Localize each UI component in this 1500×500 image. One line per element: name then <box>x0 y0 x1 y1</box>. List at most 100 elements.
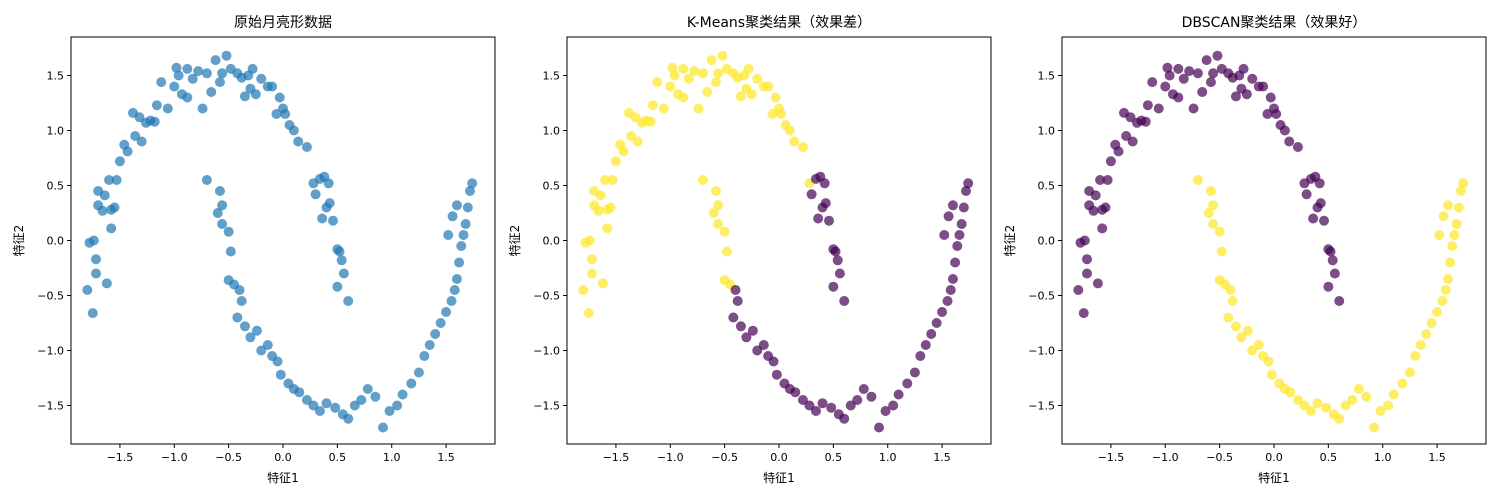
scatter-point <box>587 268 598 279</box>
scatter-point <box>593 205 604 216</box>
scatter-point <box>702 87 713 97</box>
scatter-point <box>1375 406 1386 416</box>
scatter-point <box>817 398 828 409</box>
scatter-point <box>1078 308 1089 319</box>
scatter-point <box>1458 178 1469 189</box>
scatter-point <box>310 189 321 200</box>
y-axis-label: 特征2 <box>1002 225 1017 257</box>
scatter-point <box>1178 73 1189 84</box>
x-tick-label: 0.0 <box>1265 451 1283 464</box>
x-axis-label: 特征1 <box>267 470 299 485</box>
scatter-point <box>1353 384 1364 394</box>
scatter-point <box>362 384 373 394</box>
scatter-point <box>832 255 843 266</box>
scatter-point <box>1192 175 1203 185</box>
scatter-point <box>597 278 608 289</box>
scatter-point <box>963 178 974 189</box>
scatter-point <box>667 62 678 73</box>
scatter-point <box>217 219 228 229</box>
scatter-point <box>343 296 354 306</box>
scatter-point <box>454 257 465 268</box>
scatter-point <box>1426 318 1437 328</box>
scatter-point <box>223 226 234 237</box>
scatter-point <box>1361 391 1372 402</box>
scatter-point <box>1265 92 1276 103</box>
scatter-point <box>728 312 739 323</box>
scatter-point <box>97 205 108 216</box>
x-tick-label: 0.0 <box>770 451 788 464</box>
scatter-point <box>82 285 93 295</box>
scatter-point <box>221 50 232 61</box>
scatter-point <box>1205 77 1216 88</box>
scatter-point <box>1121 131 1132 141</box>
y-tick-label: 0.0 <box>1038 235 1056 248</box>
x-tick-label: −1.5 <box>603 451 630 464</box>
scatter-point <box>830 246 841 257</box>
y-tick-label: 1.0 <box>543 125 561 138</box>
scatter-point <box>239 91 250 102</box>
scatter-point <box>458 230 469 240</box>
chart-panel-2: −1.5 −1.0 −0.5 0.0 0.5 1.0 1.5 −1.5 −1.0 −0.5 0.0 0… <box>507 15 992 485</box>
scatter-point <box>1442 274 1453 284</box>
scatter-point <box>217 68 228 79</box>
scatter-point <box>250 89 261 100</box>
scatter-point <box>1214 226 1225 237</box>
chart-title: K-Means聚类结果（效果差） <box>687 15 871 31</box>
y-tick-label: 1.0 <box>47 125 65 138</box>
scatter-point <box>1208 200 1219 211</box>
scatter-point <box>182 63 193 74</box>
scatter-point <box>1105 156 1116 167</box>
scatter-point <box>958 202 969 213</box>
scatter-point <box>1334 413 1345 424</box>
scatter-point <box>201 68 212 79</box>
scatter-point <box>960 186 971 196</box>
y-tick-label: 1.5 <box>47 70 65 83</box>
chart-panel-1: −1.5 −1.0 −0.5 0.0 0.5 1.0 1.5 −1.5 −1.0 −0.5 0.0 0… <box>11 14 496 485</box>
scatter-point <box>1432 307 1443 317</box>
scatter-point <box>1090 190 1101 201</box>
scatter-point <box>1451 219 1462 229</box>
scatter-point <box>87 308 98 319</box>
scatter-point <box>214 186 225 196</box>
scatter-point <box>343 413 354 424</box>
scatter-point <box>234 285 245 295</box>
scatter-point <box>245 332 256 343</box>
scatter-point <box>111 175 122 185</box>
scatter-point <box>443 230 454 240</box>
scatter-point <box>162 103 173 114</box>
scatter-point <box>678 63 689 74</box>
scatter-point <box>173 70 184 81</box>
scatter-point <box>1100 202 1111 213</box>
x-tick-label: 0.5 <box>1320 451 1338 464</box>
scatter-point <box>947 200 958 211</box>
scatter-point <box>104 175 115 185</box>
scatter-point <box>618 146 629 157</box>
scatter-point <box>106 223 117 234</box>
scatter-point <box>451 200 462 211</box>
scatter-point <box>776 109 787 119</box>
x-tick-label: −0.5 <box>1206 451 1233 464</box>
scatter-point <box>1230 91 1241 102</box>
x-axis-label: 特征1 <box>763 470 795 485</box>
scatter-point <box>789 136 800 147</box>
scatter-point <box>852 395 863 405</box>
x-tick-label: −1.5 <box>1098 451 1125 464</box>
scatter-point <box>328 215 339 226</box>
y-tick-label: −1.0 <box>533 345 560 358</box>
scatter-point <box>1340 400 1351 411</box>
scatter-point <box>193 66 204 77</box>
scatter-point <box>1334 296 1345 306</box>
scatter-point <box>888 400 899 411</box>
scatter-point <box>797 395 808 405</box>
scatter-point <box>1079 235 1090 246</box>
scatter-point <box>122 146 133 157</box>
x-tick-label: 1.5 <box>933 451 951 464</box>
scatter-point <box>114 156 125 167</box>
scatter-point <box>356 395 367 405</box>
scatter-point <box>317 213 328 224</box>
scatter-point <box>1258 81 1269 92</box>
scatter-point <box>820 198 831 209</box>
scatter-point <box>1284 136 1295 147</box>
y-tick-label: −1.0 <box>1028 345 1055 358</box>
scatter-point <box>1299 400 1310 411</box>
